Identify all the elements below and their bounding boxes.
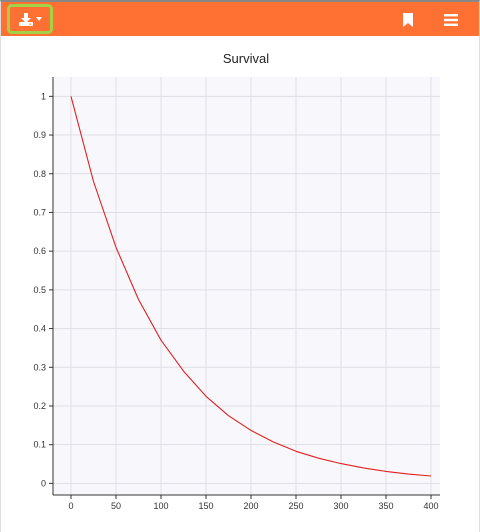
y-tick-label: 0.5: [33, 285, 46, 295]
x-tick-label: 100: [153, 501, 168, 511]
x-tick-label: 400: [423, 501, 438, 511]
hamburger-menu-icon: [444, 14, 458, 26]
caret-down-icon: [35, 17, 42, 21]
y-tick-label: 0: [41, 478, 46, 488]
y-tick-label: 0.8: [33, 169, 46, 179]
grid: [53, 77, 440, 495]
y-tick-label: 0.1: [33, 440, 46, 450]
y-tick-label: 1: [41, 91, 46, 101]
download-button[interactable]: [7, 4, 53, 34]
x-tick-label: 250: [288, 501, 303, 511]
menu-button[interactable]: [439, 9, 463, 31]
y-tick-label: 0.9: [33, 130, 46, 140]
download-icon: [18, 12, 33, 26]
x-tick-label: 50: [111, 501, 121, 511]
survival-chart: 0 50 100 150 200 250 300 350 400 0 0.1 0.2 0.3 0.4 0.5…: [33, 51, 440, 511]
plot-area: [53, 77, 440, 495]
bookmark-icon: [403, 13, 413, 27]
y-tick-label: 0.2: [33, 401, 46, 411]
series: [70, 96, 432, 477]
y-tick-label: 0.4: [33, 324, 46, 334]
y-tick-label: 0.6: [33, 246, 46, 256]
y-tick-label: 0.3: [33, 362, 46, 372]
tick-labels: 0 50 100 150 200 250 300 350 400 0 0.1 0.2 0.3 0.4 0.5…: [33, 91, 438, 511]
x-tick-label: 350: [378, 501, 393, 511]
x-tick-label: 300: [333, 501, 348, 511]
x-tick-label: 150: [198, 501, 213, 511]
x-tick-label: 200: [243, 501, 258, 511]
survival-line: [70, 96, 432, 477]
axes: [49, 77, 440, 499]
chart-title: Survival: [223, 51, 269, 66]
bookmark-button[interactable]: [397, 9, 419, 31]
toolbar: [1, 2, 479, 36]
y-tick-label: 0.7: [33, 207, 46, 217]
x-tick-label: 0: [68, 501, 73, 511]
